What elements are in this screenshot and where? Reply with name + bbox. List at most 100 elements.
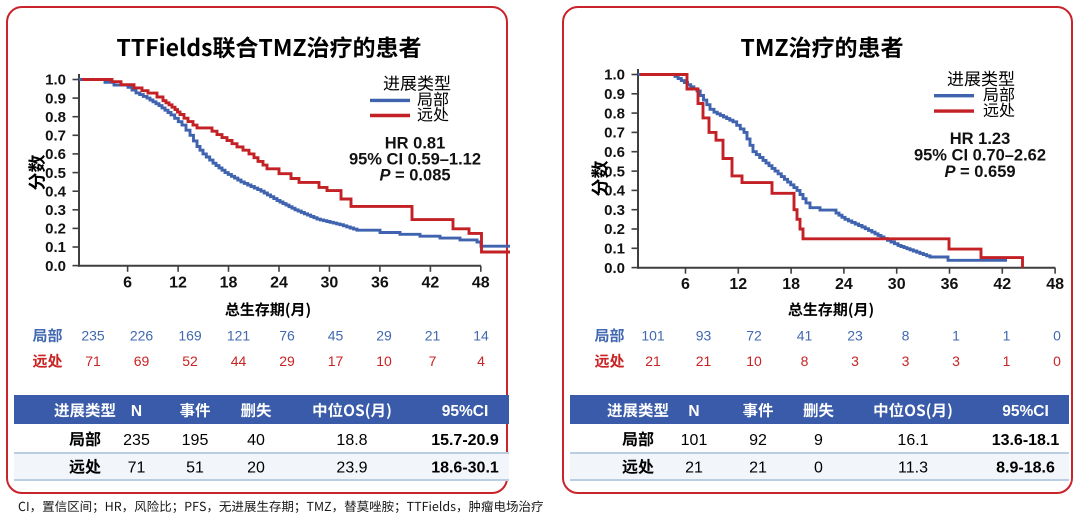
svg-text:101: 101 (641, 328, 665, 344)
svg-text:235: 235 (81, 328, 105, 344)
svg-text:95% CI 0.70–2.62: 95% CI 0.70–2.62 (914, 147, 1046, 165)
svg-text:95%CI: 95%CI (1002, 403, 1049, 420)
svg-text:13.6-18.1: 13.6-18.1 (992, 432, 1060, 449)
svg-text:8.9-18.6: 8.9-18.6 (996, 460, 1055, 477)
svg-text:24: 24 (270, 274, 288, 291)
svg-text:N: N (131, 403, 142, 420)
svg-text:21: 21 (645, 353, 661, 369)
svg-text:1: 1 (1003, 353, 1011, 369)
svg-text:0.0: 0.0 (604, 260, 625, 277)
svg-text:36: 36 (941, 276, 959, 293)
svg-text:45: 45 (328, 328, 344, 344)
svg-text:29: 29 (279, 353, 295, 369)
svg-text:11.3: 11.3 (898, 460, 928, 477)
svg-text:101: 101 (681, 432, 708, 449)
svg-text:0.7: 0.7 (45, 128, 66, 145)
svg-text:1: 1 (1003, 328, 1011, 344)
svg-text:10: 10 (746, 353, 762, 369)
svg-text:18: 18 (782, 276, 800, 293)
svg-text:0.7: 0.7 (604, 125, 625, 142)
svg-text:23: 23 (847, 328, 863, 344)
svg-text:23.9: 23.9 (336, 460, 367, 477)
svg-text:69: 69 (134, 353, 150, 369)
svg-text:29: 29 (376, 328, 392, 344)
svg-text:195: 195 (182, 432, 209, 449)
svg-text:95%CI: 95%CI (442, 403, 489, 420)
svg-text:1.0: 1.0 (604, 67, 625, 84)
svg-text:10: 10 (376, 353, 392, 369)
svg-text:44: 44 (231, 353, 247, 369)
svg-text:4: 4 (477, 353, 485, 369)
svg-text:76: 76 (279, 328, 295, 344)
svg-text:24: 24 (835, 276, 853, 293)
svg-text:18.8: 18.8 (336, 432, 367, 449)
svg-text:51: 51 (186, 460, 204, 477)
svg-text:0: 0 (1053, 353, 1061, 369)
svg-text:P = 0.085: P = 0.085 (379, 167, 450, 185)
svg-text:8: 8 (801, 353, 809, 369)
svg-text:0.1: 0.1 (45, 239, 66, 256)
svg-text:N: N (688, 403, 699, 420)
svg-text:169: 169 (178, 328, 202, 344)
svg-text:6: 6 (123, 274, 132, 291)
svg-text:0.9: 0.9 (604, 86, 625, 103)
svg-text:48: 48 (472, 274, 490, 291)
svg-text:8: 8 (902, 328, 910, 344)
svg-text:17: 17 (328, 353, 344, 369)
svg-text:20: 20 (247, 460, 265, 477)
svg-text:21: 21 (425, 328, 441, 344)
svg-text:12: 12 (729, 276, 747, 293)
svg-text:0.6: 0.6 (45, 146, 66, 163)
svg-text:6: 6 (681, 276, 690, 293)
svg-text:42: 42 (993, 276, 1011, 293)
svg-text:0.1: 0.1 (604, 240, 625, 257)
svg-text:14: 14 (473, 328, 489, 344)
svg-text:0.5: 0.5 (604, 163, 625, 180)
svg-text:0.6: 0.6 (604, 144, 625, 161)
svg-text:21: 21 (696, 353, 712, 369)
svg-text:95% CI 0.59–1.12: 95% CI 0.59–1.12 (349, 151, 481, 169)
svg-text:48: 48 (1046, 276, 1064, 293)
svg-text:41: 41 (797, 328, 813, 344)
svg-text:0.3: 0.3 (604, 202, 625, 219)
svg-text:72: 72 (746, 328, 762, 344)
svg-text:18.6-30.1: 18.6-30.1 (431, 460, 499, 477)
svg-text:30: 30 (888, 276, 906, 293)
svg-text:3: 3 (902, 353, 910, 369)
svg-text:0: 0 (814, 460, 823, 477)
svg-text:0.0: 0.0 (45, 258, 66, 275)
svg-text:21: 21 (685, 460, 703, 477)
svg-text:9: 9 (814, 432, 823, 449)
svg-text:40: 40 (247, 432, 265, 449)
svg-text:71: 71 (128, 460, 146, 477)
svg-text:16.1: 16.1 (897, 432, 928, 449)
svg-text:1.0: 1.0 (45, 72, 66, 89)
svg-text:121: 121 (227, 328, 251, 344)
svg-text:0.2: 0.2 (45, 221, 66, 238)
svg-text:0.4: 0.4 (604, 183, 626, 200)
svg-text:0.5: 0.5 (45, 165, 66, 182)
svg-text:52: 52 (182, 353, 198, 369)
svg-text:36: 36 (371, 274, 389, 291)
svg-text:93: 93 (696, 328, 712, 344)
svg-text:0.9: 0.9 (45, 90, 66, 107)
svg-text:HR 1.23: HR 1.23 (950, 130, 1011, 148)
svg-text:42: 42 (421, 274, 439, 291)
svg-text:71: 71 (85, 353, 101, 369)
svg-text:235: 235 (123, 432, 150, 449)
svg-text:92: 92 (749, 432, 767, 449)
svg-text:226: 226 (130, 328, 154, 344)
svg-text:0.4: 0.4 (45, 183, 67, 200)
svg-text:18: 18 (220, 274, 238, 291)
svg-text:0.2: 0.2 (604, 221, 625, 238)
svg-text:21: 21 (749, 460, 767, 477)
svg-text:1: 1 (952, 328, 960, 344)
svg-text:12: 12 (169, 274, 187, 291)
svg-text:0.3: 0.3 (45, 202, 66, 219)
svg-text:15.7-20.9: 15.7-20.9 (431, 432, 499, 449)
svg-text:3: 3 (851, 353, 859, 369)
svg-text:HR 0.81: HR 0.81 (385, 135, 446, 153)
svg-text:7: 7 (429, 353, 437, 369)
svg-text:0: 0 (1053, 328, 1061, 344)
svg-text:0.8: 0.8 (604, 105, 625, 122)
